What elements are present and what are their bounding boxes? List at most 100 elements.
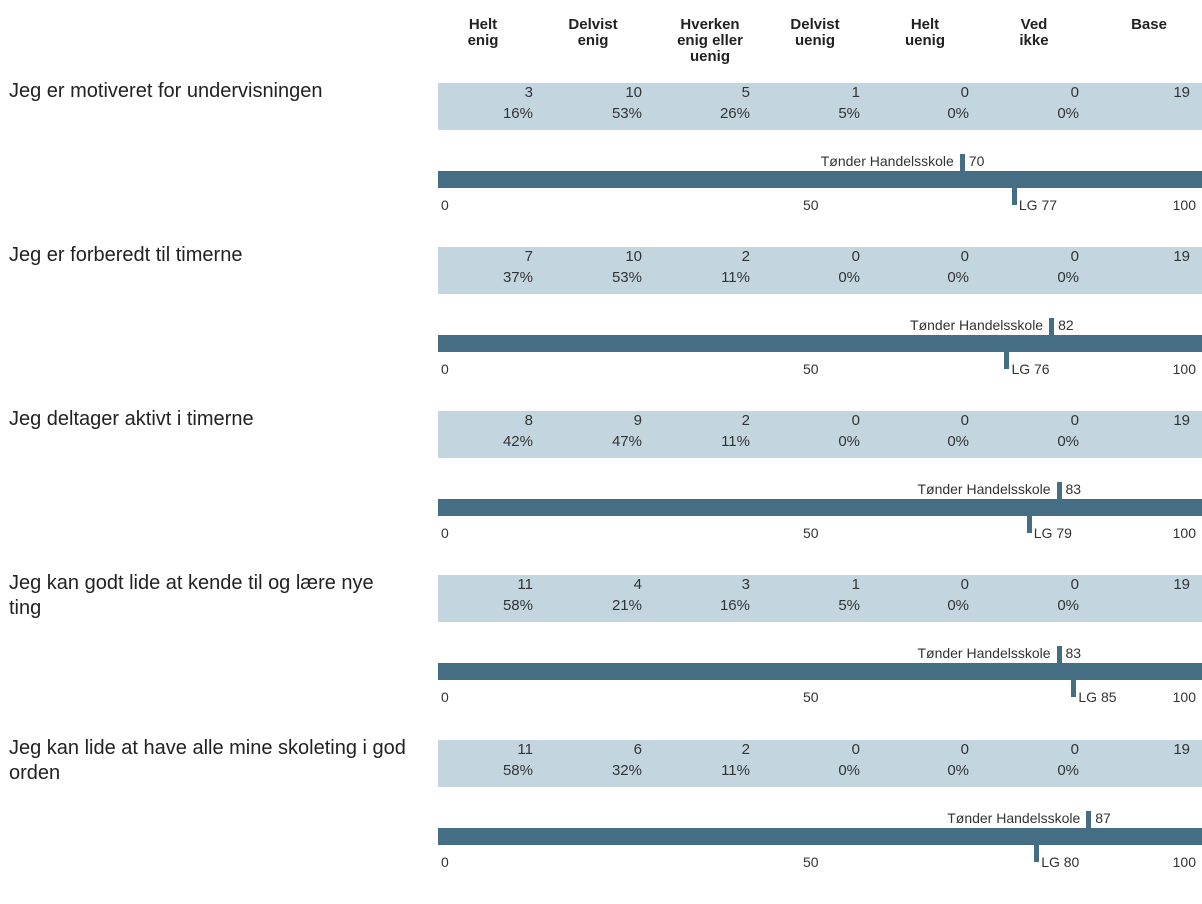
question-label: Jeg kan godt lide at kende til og lære n…	[9, 572, 374, 619]
count-value: 9	[633, 412, 642, 429]
count-value: 0	[960, 248, 969, 265]
percent-value: 16%	[719, 597, 750, 614]
percent-value: 0%	[1057, 433, 1079, 450]
school-name-label: Tønder Handelsskole	[820, 153, 954, 169]
percent-value: 11%	[721, 433, 750, 450]
percent-value: 0%	[838, 269, 860, 286]
school-value-label: 70	[968, 153, 985, 169]
school-value-label: 82	[1058, 317, 1074, 333]
count-value: 10	[625, 248, 642, 265]
count-value: 0	[960, 741, 969, 758]
scale-bar	[438, 171, 1202, 188]
question-row: Jeg kan godt lide at kende til og lære n…	[0, 572, 1202, 739]
lg-value-label: LG 79	[1033, 525, 1072, 541]
percent-value: 5%	[838, 105, 860, 122]
question-row: Jeg er forberedt til timerne 7 10 2 0 0 0 19 37%…	[0, 244, 1202, 411]
percent-value: 42%	[502, 433, 533, 450]
count-value: 1	[851, 576, 860, 593]
lg-value-label: LG 85	[1078, 689, 1117, 705]
question-row: Jeg kan lide at have alle mine skoleting…	[0, 737, 1202, 904]
lg-value-label: LG 80	[1041, 854, 1080, 870]
axis-tick-label: 0	[441, 197, 449, 213]
school-marker	[959, 154, 965, 171]
school-marker	[1056, 646, 1062, 663]
percent-value: 0%	[838, 762, 860, 779]
count-value: 2	[741, 741, 750, 758]
stats-band	[438, 575, 1202, 622]
count-value: 3	[741, 576, 750, 593]
column-header: Helt uenig	[905, 16, 945, 49]
count-value: 19	[1173, 412, 1190, 429]
question-row: Jeg deltager aktivt i timerne 8 9 2 0 0 0 19 42%…	[0, 408, 1202, 575]
count-value: 6	[633, 741, 642, 758]
lg-marker	[1004, 352, 1010, 369]
school-value-label: 83	[1065, 645, 1082, 661]
count-value: 0	[960, 84, 969, 101]
scale-bar	[438, 335, 1202, 352]
count-value: 0	[851, 248, 860, 265]
percent-value: 37%	[502, 269, 533, 286]
percent-value: 0%	[947, 269, 969, 286]
axis-tick-label: 50	[803, 854, 819, 870]
count-value: 0	[1070, 576, 1079, 593]
axis-tick-label: 0	[441, 689, 449, 705]
axis-tick-label: 50	[803, 525, 819, 541]
lg-marker	[1034, 845, 1040, 862]
count-value: 2	[741, 412, 750, 429]
axis-tick-label: 50	[803, 197, 819, 213]
column-header: Delvist uenig	[790, 16, 840, 49]
lg-value-label: LG 76	[1011, 361, 1050, 377]
school-marker	[1086, 811, 1092, 828]
axis-tick-label: 100	[1172, 525, 1196, 541]
column-header: Ved ikke	[1019, 16, 1049, 49]
percent-value: 53%	[611, 269, 642, 286]
count-value: 19	[1173, 576, 1190, 593]
stats-band	[438, 740, 1202, 787]
count-value: 0	[851, 741, 860, 758]
question-label: Jeg deltager aktivt i timerne	[9, 408, 254, 430]
percent-value: 0%	[1057, 105, 1079, 122]
question-row: Jeg er motiveret for undervisningen 3 10 5 1…	[0, 80, 1202, 247]
count-value: 0	[960, 576, 969, 593]
column-header: Hverken enig eller uenig	[677, 16, 743, 65]
count-value: 1	[851, 84, 860, 101]
school-name-label: Tønder Handelsskole	[947, 810, 1081, 826]
percent-value: 0%	[1057, 597, 1079, 614]
school-name-label: Tønder Handelsskole	[917, 481, 1051, 497]
percent-value: 16%	[502, 105, 533, 122]
count-value: 19	[1173, 84, 1190, 101]
axis-tick-label: 50	[803, 689, 819, 705]
scale-bar	[438, 828, 1202, 845]
count-value: 0	[851, 412, 860, 429]
school-marker	[1056, 482, 1062, 499]
axis-tick-label: 100	[1172, 689, 1196, 705]
count-value: 0	[1070, 84, 1079, 101]
school-value-label: 87	[1095, 810, 1111, 826]
percent-value: 26%	[719, 105, 750, 122]
axis-tick-label: 100	[1172, 197, 1196, 213]
percent-value: 53%	[611, 105, 642, 122]
column-header: Helt enig	[467, 16, 499, 49]
percent-value: 0%	[947, 762, 969, 779]
question-label: Jeg er forberedt til timerne	[9, 244, 243, 266]
count-value: 4	[633, 576, 642, 593]
column-header: Delvist enig	[568, 16, 618, 49]
scale-bar	[438, 499, 1202, 516]
column-header: Base	[1131, 16, 1167, 33]
stats-band	[438, 247, 1202, 294]
lg-marker	[1011, 188, 1017, 205]
axis-tick-label: 0	[441, 525, 449, 541]
percent-value: 5%	[838, 597, 860, 614]
count-value: 0	[1070, 412, 1079, 429]
count-value: 5	[741, 84, 750, 101]
question-label: Jeg er motiveret for undervisningen	[9, 80, 323, 102]
count-value: 2	[741, 248, 750, 265]
percent-value: 58%	[502, 762, 533, 779]
lg-marker	[1071, 680, 1077, 697]
count-value: 7	[524, 248, 533, 265]
school-name-label: Tønder Handelsskole	[917, 645, 1051, 661]
percent-value: 11%	[721, 762, 750, 779]
stats-band	[438, 411, 1202, 458]
percent-value: 0%	[1057, 762, 1079, 779]
count-value: 19	[1173, 741, 1190, 758]
